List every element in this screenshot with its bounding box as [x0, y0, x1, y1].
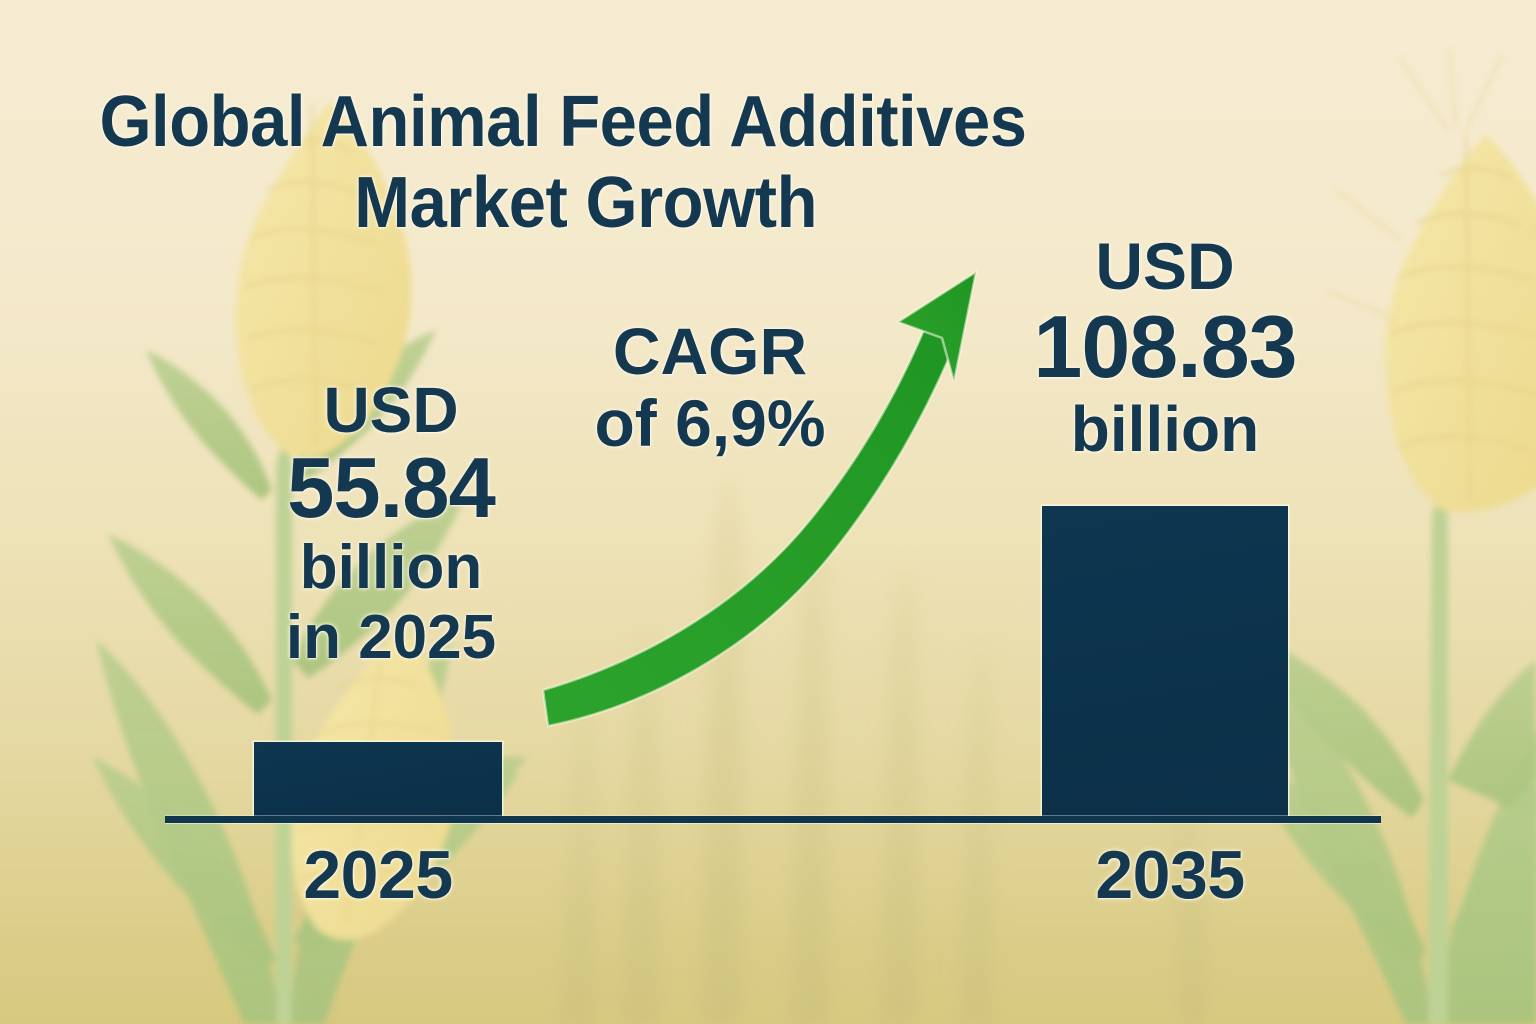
callout-start-value: USD 55.84 billion in 2025	[232, 378, 550, 669]
x-axis-label-2035: 2035	[1095, 837, 1245, 913]
end-value: 108.83	[1033, 297, 1297, 396]
bar-2025	[254, 742, 502, 818]
page-title-line-1: Global Animal Feed Additives	[99, 82, 1027, 162]
x-axis-baseline	[165, 816, 1381, 823]
start-unit: billion	[299, 533, 483, 602]
end-unit: billion	[1070, 393, 1260, 465]
cagr-value: of 6,9%	[594, 386, 826, 460]
x-axis-label-2025: 2025	[303, 837, 453, 913]
start-value: 55.84	[287, 441, 496, 536]
end-currency: USD	[1095, 229, 1235, 303]
cagr-label: CAGR	[612, 314, 808, 388]
page-title: Global Animal Feed Additives Market Grow…	[92, 82, 1143, 245]
start-currency: USD	[323, 374, 459, 446]
callout-end-value: USD 108.83 billion	[1000, 233, 1330, 461]
bar-2035	[1042, 506, 1288, 818]
start-year-phrase: in 2025	[285, 603, 497, 672]
page-title-line-2: Market Growth	[354, 163, 818, 244]
callout-cagr: CAGR of 6,9%	[560, 318, 860, 456]
